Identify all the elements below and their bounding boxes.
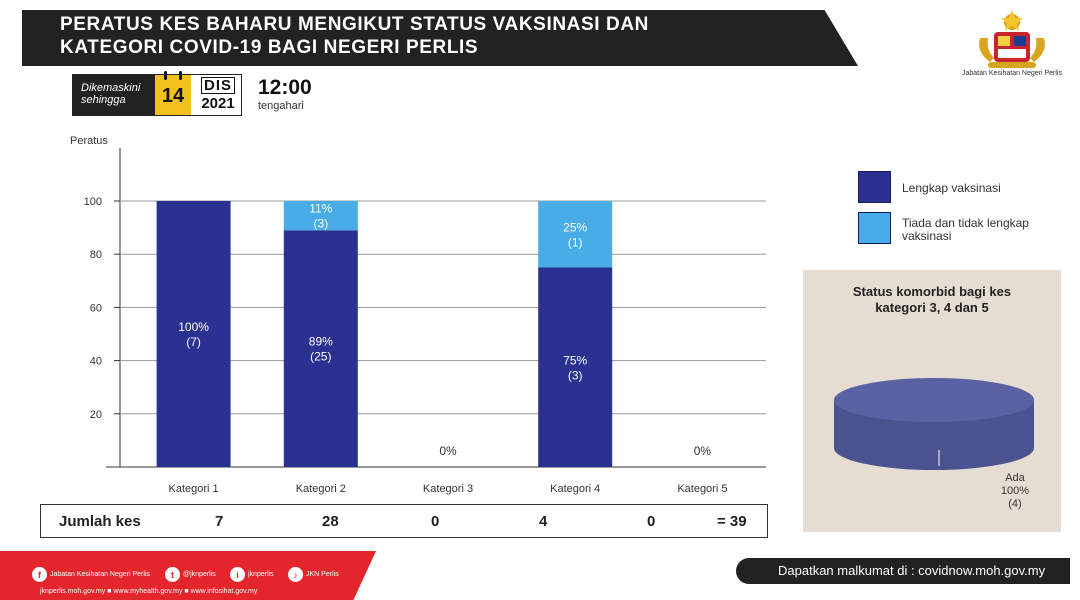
update-time-label: tengahari bbox=[258, 100, 304, 112]
pie-title-line-1: Status komorbid bagi kes bbox=[852, 284, 1012, 299]
y-tick-label: 60 bbox=[90, 302, 102, 314]
social-facebook[interactable]: f Jabatan Kesihatan Negeri Perlis bbox=[32, 567, 150, 582]
data-label: 75% bbox=[563, 353, 587, 367]
pie-slice-ada bbox=[834, 378, 1034, 422]
twitter-icon: t bbox=[165, 567, 180, 582]
footer-links[interactable]: jknperlis.moh.gov.my ■ www.myhealth.gov.… bbox=[40, 588, 258, 595]
data-count-label: (3) bbox=[568, 368, 583, 382]
summary-value: 0 bbox=[647, 513, 656, 530]
calendar-month-value: DIS bbox=[200, 77, 235, 94]
chart-title-line-1: PERATUS KES BAHARU MENGIKUT STATUS VAKSI… bbox=[60, 14, 649, 35]
y-tick-label: 40 bbox=[90, 356, 102, 368]
y-tick-label: 20 bbox=[90, 409, 102, 421]
update-label-line-1: Dikemaskini bbox=[81, 82, 141, 94]
data-count-label: (3) bbox=[313, 217, 328, 231]
summary-label: Jumlah kes bbox=[59, 513, 141, 530]
data-count-label: (7) bbox=[186, 335, 201, 349]
legend-swatch-lengkap bbox=[858, 171, 891, 203]
footer-social-bar bbox=[0, 551, 376, 600]
bar-lengkap-1 bbox=[156, 201, 231, 467]
social-instagram-label: jknperlis bbox=[248, 571, 274, 578]
data-count-label: (1) bbox=[568, 235, 583, 249]
calendar-day: 14 bbox=[155, 71, 191, 115]
calendar-ring-icon bbox=[179, 71, 182, 80]
x-tick-label: Kategori 1 bbox=[169, 483, 219, 495]
pie-title: Status komorbid bagi kes kategori 3, 4 d… bbox=[803, 284, 1061, 316]
logo-caption: Jabatan Kesihatan Negeri Perlis bbox=[961, 70, 1062, 77]
chart-title-line-2: KATEGORI COVID-19 BAGI NEGERI PERLIS bbox=[60, 37, 479, 58]
x-tick-label: Kategori 4 bbox=[550, 483, 600, 495]
social-twitter-label: @jknperlis bbox=[183, 571, 216, 578]
summary-row: Jumlah kes 7 28 0 4 0 = 39 bbox=[40, 504, 768, 538]
legend-label-tiada: Tiada dan tidak lengkap vaksinasi bbox=[902, 216, 1029, 243]
comorbid-panel: Status komorbid bagi kes kategori 3, 4 d… bbox=[803, 270, 1061, 532]
data-label: 100% bbox=[178, 320, 209, 334]
summary-value: 28 bbox=[322, 513, 339, 530]
data-count-label: (25) bbox=[310, 350, 331, 364]
bar-lengkap-2 bbox=[283, 230, 358, 467]
summary-total: = 39 bbox=[717, 513, 747, 530]
x-tick-label: Kategori 3 bbox=[423, 483, 473, 495]
data-label: 89% bbox=[309, 335, 333, 349]
pie-slice-count: (4) bbox=[1008, 498, 1022, 510]
x-tick-label: Kategori 2 bbox=[296, 483, 346, 495]
update-label: Dikemaskini sehingga bbox=[73, 75, 155, 115]
pie-chart bbox=[834, 378, 1034, 470]
y-tick-label: 80 bbox=[90, 249, 102, 261]
covidnow-info[interactable]: Dapatkan malkumat di : covidnow.moh.gov.… bbox=[736, 558, 1070, 584]
pie-slice-name: Ada bbox=[1005, 472, 1025, 484]
social-facebook-label: Jabatan Kesihatan Negeri Perlis bbox=[50, 571, 151, 578]
update-time: 12:00 bbox=[258, 76, 312, 99]
summary-value: 4 bbox=[539, 513, 548, 530]
legend-label-lengkap: Lengkap vaksinasi bbox=[902, 181, 1001, 195]
calendar-day-value: 14 bbox=[161, 85, 185, 107]
title-banner: PERATUS KES BAHARU MENGIKUT STATUS VAKSI… bbox=[22, 10, 858, 66]
pie-slice-percent: 100% bbox=[1000, 485, 1030, 497]
social-tiktok[interactable]: ♪ JKN Perlis bbox=[288, 567, 339, 582]
zero-data-label: 0% bbox=[439, 444, 457, 458]
jata-negara-icon bbox=[979, 10, 1045, 68]
instagram-icon: i bbox=[230, 567, 245, 582]
bar-lengkap-4 bbox=[538, 267, 613, 467]
summary-value: 7 bbox=[215, 513, 224, 530]
calendar-month: DIS 2021 bbox=[195, 77, 241, 113]
pie-label: Ada 100% (4) bbox=[973, 472, 1057, 511]
legend-swatch-tiada bbox=[858, 212, 891, 244]
update-date-box: Dikemaskini sehingga 14 DIS 2021 bbox=[72, 71, 242, 116]
calendar-ring-icon bbox=[164, 71, 167, 80]
y-axis-label: Peratus bbox=[70, 135, 108, 147]
zero-data-label: 0% bbox=[694, 444, 712, 458]
tiktok-icon: ♪ bbox=[288, 567, 303, 582]
x-tick-label: Kategori 5 bbox=[677, 483, 727, 495]
facebook-icon: f bbox=[32, 567, 47, 582]
bar-tiada-4 bbox=[538, 201, 613, 268]
update-label-line-2: sehingga bbox=[81, 94, 126, 106]
data-label: 11% bbox=[309, 202, 332, 216]
summary-value: 0 bbox=[431, 513, 440, 530]
pie-title-line-2: kategori 3, 4 dan 5 bbox=[875, 300, 989, 315]
y-tick-label: 100 bbox=[84, 196, 102, 208]
social-twitter[interactable]: t @jknperlis bbox=[165, 567, 216, 582]
data-label: 25% bbox=[563, 220, 587, 234]
calendar-year-value: 2021 bbox=[201, 95, 235, 112]
social-tiktok-label: JKN Perlis bbox=[306, 571, 339, 578]
social-instagram[interactable]: i jknperlis bbox=[230, 567, 274, 582]
bar-tiada-2 bbox=[283, 201, 358, 231]
